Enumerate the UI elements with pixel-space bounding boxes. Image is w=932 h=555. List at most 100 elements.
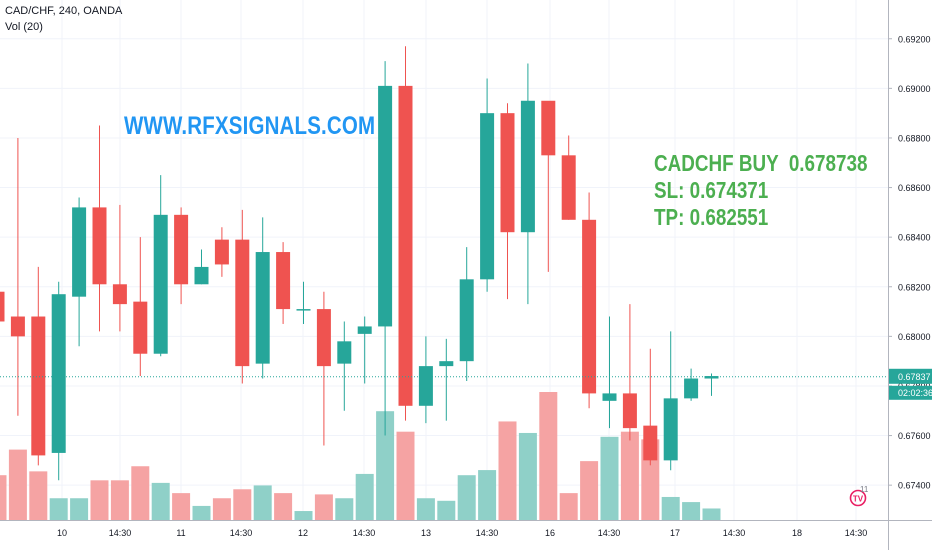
- x-tick-label: 14:30: [845, 528, 868, 538]
- countdown-tag: [889, 385, 932, 400]
- y-tick-label: 0.68600: [898, 183, 931, 193]
- volume-bar: [314, 494, 333, 520]
- volume-bar: [376, 411, 395, 520]
- candle-body[interactable]: [561, 155, 576, 220]
- volume-bar: [90, 480, 109, 520]
- x-tick-label: 14:30: [230, 528, 253, 538]
- volume-bar: [110, 480, 129, 520]
- candle-body[interactable]: [112, 284, 127, 305]
- candle-body[interactable]: [582, 219, 597, 394]
- x-tick-label: 17: [670, 528, 680, 538]
- candle-body[interactable]: [255, 252, 270, 364]
- volume-bar: [600, 436, 619, 520]
- volume-bar: [8, 449, 27, 520]
- volume-bar: [416, 498, 435, 520]
- volume-bar: [457, 475, 476, 520]
- price-tag: [889, 368, 932, 384]
- candle-body[interactable]: [480, 113, 495, 280]
- logo-mark: TV: [853, 495, 864, 504]
- y-tick-label: 0.69200: [898, 34, 931, 44]
- x-tick-label: 14:30: [353, 528, 376, 538]
- candle-body[interactable]: [459, 279, 474, 362]
- candle-body[interactable]: [0, 291, 5, 322]
- volume-bar: [355, 473, 374, 520]
- candle-body[interactable]: [296, 309, 311, 311]
- signal-takeprofit-text: TP: 0.682551: [654, 204, 769, 230]
- volume-bar: [478, 470, 497, 520]
- candle-body[interactable]: [602, 393, 617, 401]
- volume-bar: [151, 482, 170, 520]
- symbol-title: CAD/CHF, 240, OANDA: [5, 5, 123, 17]
- candle-body[interactable]: [418, 366, 433, 406]
- y-tick-label: 0.69000: [898, 84, 931, 94]
- volume-bar: [518, 432, 537, 520]
- volume-bar: [192, 505, 211, 520]
- candle-body[interactable]: [72, 207, 87, 297]
- volume-bar: [233, 489, 252, 520]
- candle-body[interactable]: [276, 252, 291, 310]
- logo-badge: 11: [860, 485, 869, 494]
- candle-body[interactable]: [316, 309, 331, 367]
- x-tick-label: 18: [792, 528, 802, 538]
- candle-body[interactable]: [51, 294, 66, 453]
- candle-body[interactable]: [520, 100, 535, 233]
- volume-bar: [682, 502, 701, 520]
- candle-body[interactable]: [663, 398, 678, 461]
- candle-body[interactable]: [194, 266, 209, 285]
- candle-body[interactable]: [235, 239, 250, 367]
- volume-bar: [29, 471, 48, 520]
- volume-bar: [253, 485, 272, 520]
- volume-bar: [437, 500, 456, 520]
- x-tick-label: 14:30: [476, 528, 499, 538]
- signal-entry-text: CADCHF BUY 0.678738: [654, 150, 868, 176]
- volume-bar: [539, 392, 558, 520]
- candle-body[interactable]: [133, 301, 148, 354]
- volume-indicator-label[interactable]: Vol (20): [5, 21, 43, 33]
- candle-body[interactable]: [337, 341, 352, 364]
- candle-body[interactable]: [10, 316, 25, 337]
- tradingview-logo-icon[interactable]: TV 11: [849, 485, 868, 507]
- y-tick-label: 0.68800: [898, 133, 931, 143]
- volume-bar: [702, 508, 721, 520]
- volume-bar: [294, 511, 313, 520]
- candle-body[interactable]: [541, 100, 556, 156]
- candle-body[interactable]: [153, 214, 168, 354]
- volume-bar: [498, 421, 517, 520]
- axis-corner: [889, 521, 932, 550]
- volume-bar: [559, 493, 578, 520]
- x-tick-label: 14:30: [598, 528, 621, 538]
- volume-bar: [274, 493, 293, 520]
- candle-body[interactable]: [684, 378, 699, 399]
- candle-body[interactable]: [439, 361, 454, 367]
- candle-body[interactable]: [31, 316, 46, 456]
- candle-body[interactable]: [92, 207, 107, 285]
- y-tick-label: 0.68200: [898, 282, 931, 292]
- x-tick-label: 10: [57, 528, 67, 538]
- signal-stoploss-text: SL: 0.674371: [654, 177, 769, 203]
- candle-body[interactable]: [500, 113, 515, 233]
- volume-bar: [172, 493, 191, 520]
- volume-bar: [580, 461, 599, 520]
- y-tick-label: 0.68400: [898, 233, 931, 243]
- y-tick-label: 0.67400: [898, 481, 931, 491]
- candle-body[interactable]: [643, 425, 658, 461]
- volume-bar: [49, 498, 68, 520]
- candle-body[interactable]: [378, 85, 393, 327]
- x-tick-label: 16: [545, 528, 555, 538]
- candle-body[interactable]: [214, 239, 229, 265]
- price-tag-label: 0.67837: [898, 372, 931, 382]
- volume-bar: [212, 498, 231, 520]
- x-tick-label: 11: [176, 528, 185, 538]
- candle-body[interactable]: [622, 393, 637, 429]
- candle-body[interactable]: [398, 85, 413, 406]
- candle-body[interactable]: [357, 326, 372, 334]
- x-tick-label: 14:30: [109, 528, 132, 538]
- y-tick-label: 0.67600: [898, 431, 931, 441]
- x-tick-label: 12: [298, 528, 308, 538]
- volume-bar: [0, 475, 7, 520]
- candle-body[interactable]: [174, 214, 189, 285]
- x-tick-label: 14:30: [723, 528, 746, 538]
- volume-bar: [620, 431, 639, 520]
